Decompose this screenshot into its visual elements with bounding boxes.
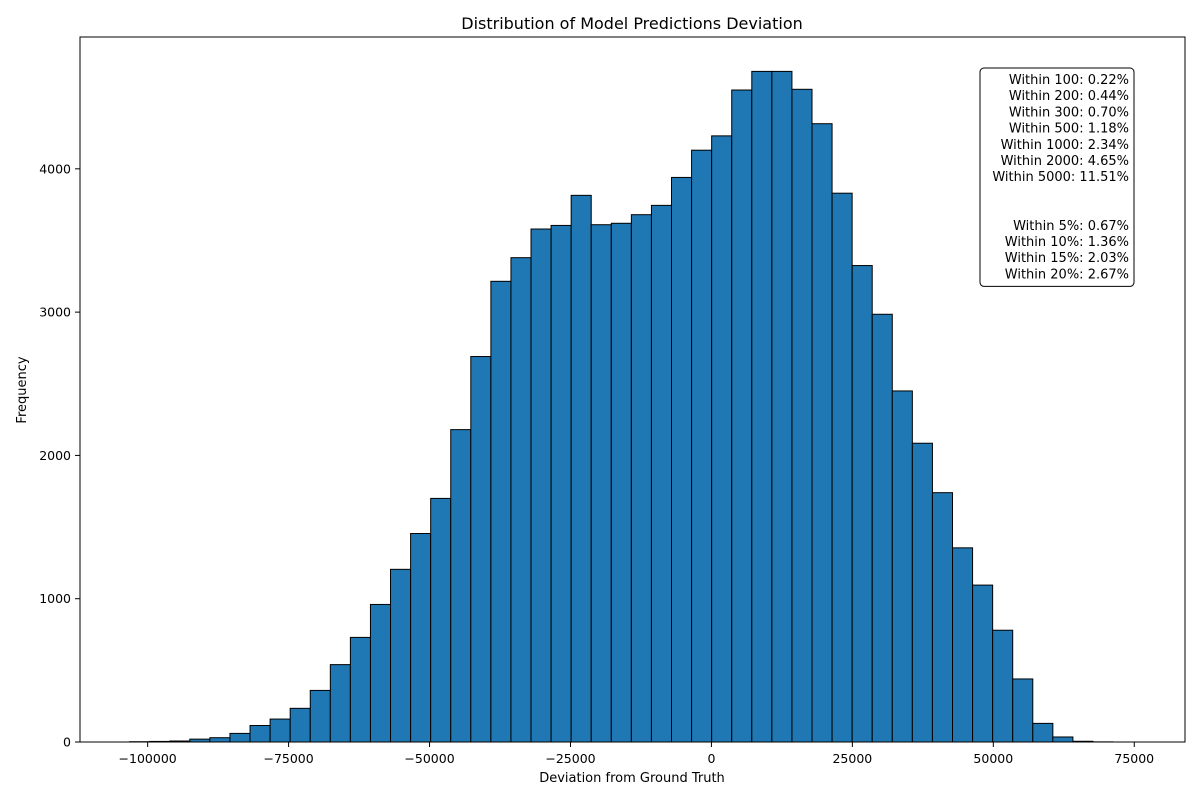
x-tick-label: 50000: [973, 751, 1013, 766]
histogram-bar: [1032, 722, 1054, 743]
x-tick-label: 0: [707, 751, 715, 766]
histogram-bar: [931, 492, 953, 743]
histogram-bar: [510, 257, 532, 743]
annotation-line: Within 2000: 4.65%: [1001, 154, 1129, 169]
histogram-bar: [349, 636, 371, 743]
x-axis: −100000 −75000 −50000 −25000 0 25000 50000 7500…: [119, 742, 1154, 766]
histogram-bar: [490, 280, 512, 743]
histogram-bar: [691, 149, 713, 743]
stats-annotation-box: Within 100: 0.22%Within 200: 0.44%Within…: [979, 67, 1135, 287]
x-tick-label: 25000: [832, 751, 872, 766]
histogram-bar: [831, 192, 853, 743]
y-tick-label: 2000: [39, 448, 71, 463]
histogram-bar: [329, 664, 351, 743]
annotation-line: Within 20%: 2.67%: [1005, 267, 1129, 282]
histogram-bar: [610, 222, 632, 743]
y-axis: 0 1000 2000 3000 4000: [39, 161, 80, 750]
histogram-bar: [269, 718, 291, 743]
annotation-line: Within 5000: 11.51%: [992, 170, 1129, 185]
annotation-line: Within 10%: 1.36%: [1005, 235, 1129, 250]
histogram-bar: [851, 265, 873, 743]
x-tick-label: −75000: [263, 751, 313, 766]
annotation-line: Within 500: 1.18%: [1009, 122, 1129, 137]
annotation-line: Within 1000: 2.34%: [1001, 138, 1129, 153]
histogram-bar: [791, 88, 813, 743]
histogram-bar: [209, 737, 231, 743]
histogram-bar: [590, 224, 612, 743]
histogram-bar: [570, 194, 592, 743]
annotation-line: Within 300: 0.70%: [1009, 105, 1129, 120]
annotation-line: Within 200: 0.44%: [1009, 89, 1129, 104]
x-tick-label: −50000: [404, 751, 454, 766]
histogram-bar: [1012, 678, 1034, 743]
histogram-bar: [410, 533, 432, 743]
histogram-bar: [390, 568, 412, 743]
histogram-bar: [530, 228, 552, 743]
y-axis-label: Frequency: [15, 356, 30, 423]
histogram-bar: [1052, 736, 1074, 743]
histogram-bar: [369, 603, 392, 743]
y-tick-label: 0: [63, 735, 71, 750]
histogram-bar: [630, 214, 652, 743]
y-tick-label: 4000: [39, 161, 71, 176]
histogram-bar: [711, 135, 733, 743]
histogram-bar: [751, 70, 773, 743]
histogram-bar: [911, 442, 933, 743]
histogram-bar: [992, 629, 1014, 743]
x-tick-label: −25000: [545, 751, 595, 766]
histogram-bar: [430, 497, 452, 743]
histogram-bar: [731, 89, 753, 743]
x-tick-label: 75000: [1114, 751, 1154, 766]
histogram-bar: [771, 70, 793, 743]
histogram-bar: [891, 390, 913, 743]
chart-title: Distribution of Model Predictions Deviat…: [461, 14, 803, 33]
histogram-bar: [289, 707, 311, 743]
histogram-bar: [470, 356, 492, 743]
histogram-bar: [550, 224, 572, 743]
x-axis-label: Deviation from Ground Truth: [539, 771, 725, 786]
histogram-bar: [972, 584, 994, 743]
annotation-line: Within 15%: 2.03%: [1005, 251, 1129, 266]
histogram-bar: [450, 429, 472, 743]
y-tick-label: 1000: [39, 591, 71, 606]
histogram-bar: [249, 725, 271, 743]
bars-layer: [129, 70, 1114, 743]
histogram-bar: [229, 732, 251, 743]
histogram-bar: [952, 547, 974, 743]
histogram-bar: [650, 204, 673, 743]
histogram-bar: [811, 123, 833, 743]
x-tick-label: −100000: [119, 751, 177, 766]
histogram-bar: [671, 176, 693, 743]
histogram-bar: [309, 689, 331, 743]
y-tick-label: 3000: [39, 305, 71, 320]
annotation-line: Within 5%: 0.67%: [1013, 219, 1129, 234]
annotation-box-frame: [979, 67, 1135, 287]
plot-frame: [79, 36, 1186, 743]
histogram-bar: [871, 313, 893, 743]
annotation-line: Within 100: 0.22%: [1009, 73, 1129, 88]
